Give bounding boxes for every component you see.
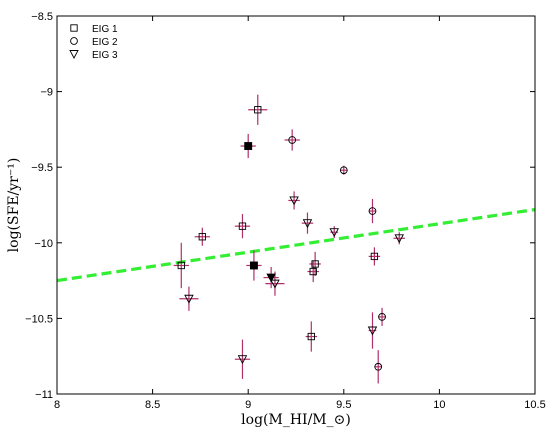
data-point-square [254,106,262,114]
y-axis-label: log(SFE/yr⁻¹) [6,158,22,253]
data-point-triangle-down [237,355,248,365]
y-tick-label: −8.5 [31,11,53,23]
x-tick-label: 8.5 [145,399,160,411]
data-point-triangle-down [394,234,404,244]
y-tick-label: −10.5 [25,313,53,325]
error-bars [173,94,405,384]
axis-ticks: 8 8.5 9 9.5 10 10.5 −11 −10.5 −10 −9.5 −9 −8.5 [25,11,546,411]
y-tick-label: −9 [40,87,53,99]
y-tick-label: −11 [35,389,53,401]
legend-label: EIG 3 [92,50,118,61]
data-point-triangle-down [270,279,280,289]
data-point-square [309,267,317,276]
legend-marker-square [70,24,78,32]
legend-item: EIG 2 [70,37,118,48]
trend-line [56,207,536,283]
legend-item: EIG 1 [70,24,118,35]
data-point-square [249,261,258,270]
data-point-square [370,252,379,261]
x-tick-label: 10.5 [524,399,545,411]
data-point-circle [368,207,377,215]
x-tick-label: 8 [54,399,60,411]
y-tick-label: −9.5 [31,162,53,174]
plot-frame [56,15,536,395]
data-point-circle [339,166,348,175]
data-point-triangle-down [367,326,378,336]
data-point-triangle-down [329,228,339,238]
x-axis-label: log(M_HI/M_⊙) [241,412,351,428]
data-point-triangle-down [289,196,299,206]
x-tick-label: 10 [433,399,445,411]
legend-item: EIG 3 [69,50,118,61]
x-tick-label: 9.5 [336,399,351,411]
legend-label: EIG 1 [92,24,118,35]
legend-label: EIG 2 [92,37,118,48]
data-point-square [311,260,319,268]
data-point-square [307,332,315,341]
data-point-square [177,261,185,270]
data-point-square [244,142,253,150]
data-point-square [238,222,247,230]
legend-marker-triangle-down [69,50,79,59]
legend: EIG 1 EIG 2 EIG 3 [69,24,118,61]
data-point-circle [378,313,386,321]
y-tick-label: −10 [34,238,53,250]
data-point-circle [288,136,297,144]
legend-marker-circle [70,37,78,45]
data-point-triangle-down [266,273,276,283]
data-point-square [198,233,206,241]
data-point-triangle-down [302,219,313,229]
data-point-circle [374,362,383,371]
trend-line-group [56,207,536,283]
data-point-triangle-down [184,294,194,304]
x-tick-label: 9 [245,399,251,411]
data-markers [177,106,404,371]
